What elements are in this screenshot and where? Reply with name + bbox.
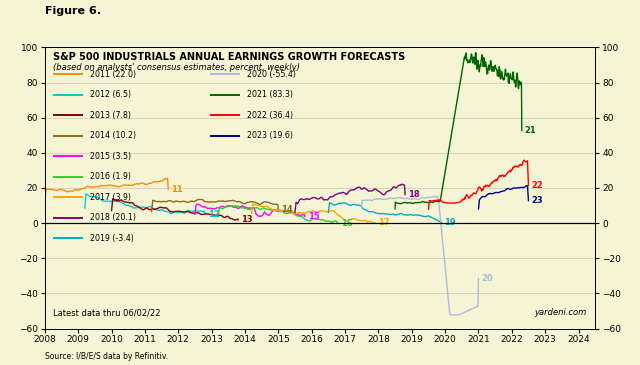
Text: 2017 (3.9): 2017 (3.9)	[90, 193, 131, 202]
Text: 2016 (1.9): 2016 (1.9)	[90, 172, 131, 181]
Text: 2018 (20.1): 2018 (20.1)	[90, 213, 136, 222]
Text: 2023 (19.6): 2023 (19.6)	[247, 131, 292, 140]
Text: 18: 18	[408, 190, 419, 199]
Text: S&P 500 INDUSTRIALS ANNUAL EARNINGS GROWTH FORECASTS: S&P 500 INDUSTRIALS ANNUAL EARNINGS GROW…	[53, 52, 405, 62]
Text: 2013 (7.8): 2013 (7.8)	[90, 111, 131, 120]
Text: 12: 12	[207, 210, 220, 219]
Text: 17: 17	[378, 218, 389, 227]
Text: 13: 13	[241, 215, 253, 224]
Text: 2012 (6.5): 2012 (6.5)	[90, 90, 131, 99]
Text: (based on analysts' consensus estimates, percent, weekly): (based on analysts' consensus estimates,…	[53, 63, 300, 72]
Text: Source: I/B/E/S data by Refinitiv.: Source: I/B/E/S data by Refinitiv.	[45, 352, 168, 361]
Text: Figure 6.: Figure 6.	[45, 7, 101, 16]
Text: 19: 19	[444, 218, 456, 227]
Text: 21: 21	[525, 126, 536, 135]
Text: 23: 23	[531, 196, 543, 205]
Text: 15: 15	[308, 212, 319, 221]
Text: 22: 22	[531, 181, 543, 190]
Text: 2022 (36.4): 2022 (36.4)	[247, 111, 292, 120]
Text: 11: 11	[171, 185, 182, 194]
Text: 2015 (3.5): 2015 (3.5)	[90, 152, 131, 161]
Text: 2020 (-55.4): 2020 (-55.4)	[247, 70, 296, 78]
Text: 2011 (22.0): 2011 (22.0)	[90, 70, 136, 78]
Text: 2019 (-3.4): 2019 (-3.4)	[90, 234, 134, 243]
Text: Latest data thru 06/02/22: Latest data thru 06/02/22	[53, 308, 161, 317]
Text: 20: 20	[481, 274, 493, 283]
Text: yardeni.com: yardeni.com	[534, 308, 587, 317]
Text: 2021 (83.3): 2021 (83.3)	[247, 90, 292, 99]
Text: 14: 14	[281, 205, 292, 214]
Text: 2014 (10.2): 2014 (10.2)	[90, 131, 136, 140]
Text: 16: 16	[341, 219, 353, 227]
